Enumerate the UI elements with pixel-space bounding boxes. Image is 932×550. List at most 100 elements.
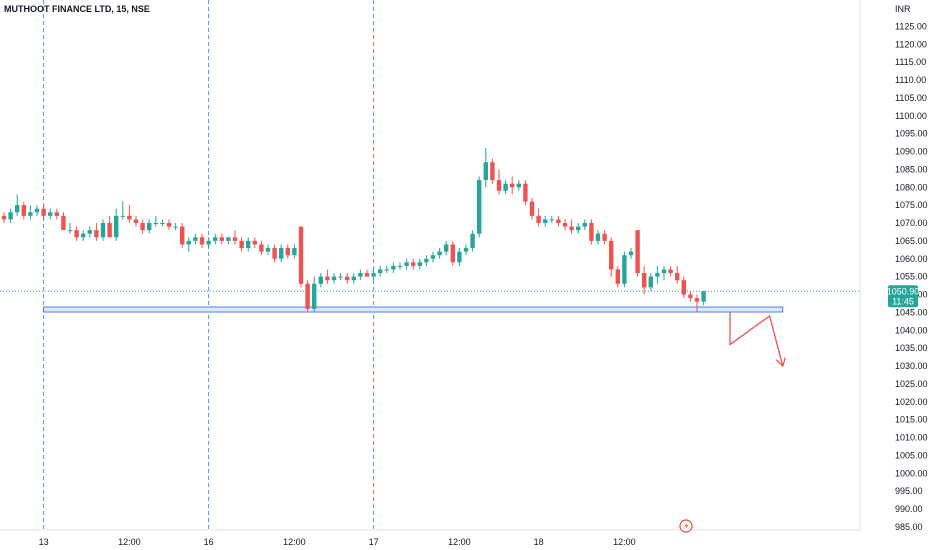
candle-body xyxy=(609,240,614,270)
candle xyxy=(430,251,436,263)
price-tick-label: 1045.00 xyxy=(895,307,928,317)
candle-body xyxy=(48,212,53,216)
candle xyxy=(569,219,574,234)
candle xyxy=(100,219,106,241)
price-tick-label: 1055.00 xyxy=(895,272,928,282)
symbol-title[interactable]: MUTHOOT FINANCE LTD, 15, NSE xyxy=(4,4,150,14)
candle-body xyxy=(694,298,700,302)
candle-body xyxy=(140,223,145,231)
candle xyxy=(186,237,191,252)
candle xyxy=(153,215,158,227)
candle xyxy=(582,219,587,231)
candle xyxy=(61,212,66,231)
candle xyxy=(160,219,165,227)
price-tick-label: 995.00 xyxy=(895,486,923,496)
candle-body xyxy=(338,276,343,278)
candle xyxy=(543,215,548,227)
candle-body xyxy=(219,237,224,241)
price-tick-label: 1095.00 xyxy=(895,129,928,139)
candle-body xyxy=(325,276,330,281)
candle-body xyxy=(239,240,244,249)
candle xyxy=(655,265,660,284)
candle xyxy=(635,230,640,277)
time-tick-label: 12:00 xyxy=(613,537,636,547)
candle-body xyxy=(41,208,46,216)
candle-body xyxy=(54,212,59,216)
candle xyxy=(213,233,218,245)
candle-body xyxy=(94,230,99,238)
candle-body xyxy=(569,226,574,231)
candle-body xyxy=(34,208,40,213)
candle-body xyxy=(562,223,568,227)
candle-body xyxy=(166,223,172,227)
candle-body xyxy=(444,244,449,252)
lightning-bolt-icon[interactable] xyxy=(679,519,693,533)
candle-body xyxy=(635,230,640,274)
candle-body xyxy=(8,212,13,220)
candle xyxy=(437,248,442,259)
candle-body xyxy=(318,276,323,284)
candle xyxy=(576,223,581,234)
candle xyxy=(536,208,541,227)
price-tick-label: 1065.00 xyxy=(895,236,928,246)
candle xyxy=(272,244,277,263)
candle xyxy=(67,223,73,234)
candle-body xyxy=(582,223,587,227)
candle xyxy=(180,223,185,249)
candle-body xyxy=(213,237,218,241)
candle-body xyxy=(28,212,33,216)
support-zone-layer xyxy=(43,306,784,313)
candle xyxy=(463,244,469,256)
candle-body xyxy=(279,248,284,259)
candle-body xyxy=(259,244,264,252)
candle-body xyxy=(331,276,337,281)
candle-body xyxy=(516,183,521,188)
candle xyxy=(193,233,198,245)
candle xyxy=(8,208,13,223)
candle xyxy=(694,294,700,313)
candle-body xyxy=(463,248,469,252)
candle xyxy=(81,230,86,241)
candle-body xyxy=(450,244,455,263)
candle-body xyxy=(226,237,231,241)
candle xyxy=(404,258,409,270)
price-axis[interactable]: 1125.00 1120.00 1115.00 1110.00 1105.00 1100.… xyxy=(895,21,928,532)
candle-body xyxy=(602,233,607,241)
candle xyxy=(140,219,145,234)
price-tick-label: 985.00 xyxy=(895,522,923,532)
candle-body xyxy=(100,223,106,238)
candle xyxy=(1,212,7,223)
candle-body xyxy=(595,233,601,241)
candle-body xyxy=(133,219,139,223)
candle-body xyxy=(199,237,205,245)
candle xyxy=(378,265,383,277)
candle xyxy=(285,244,290,259)
price-tick-label: 1105.00 xyxy=(895,93,927,103)
candle xyxy=(54,208,59,220)
candle-body xyxy=(404,262,409,266)
candle-body xyxy=(430,255,436,259)
candle-body xyxy=(661,269,667,274)
candle-body xyxy=(206,240,211,245)
candle xyxy=(21,201,26,220)
candle-body xyxy=(384,269,389,271)
candle-body xyxy=(510,183,515,188)
candle-body xyxy=(107,223,112,238)
candle xyxy=(622,251,627,288)
candle xyxy=(549,215,554,223)
candle-body xyxy=(180,226,185,245)
candle-body xyxy=(675,273,680,281)
candle xyxy=(417,258,422,270)
candle xyxy=(675,265,680,284)
candle xyxy=(114,208,119,241)
candle xyxy=(628,248,634,259)
price-tick-label: 1010.00 xyxy=(895,433,928,443)
candle xyxy=(351,273,356,284)
candle-body xyxy=(173,226,178,228)
candle-body xyxy=(364,273,370,277)
projection-arrow-layer[interactable] xyxy=(729,312,787,368)
candle xyxy=(147,219,152,234)
price-tick-label: 1080.00 xyxy=(895,182,928,192)
